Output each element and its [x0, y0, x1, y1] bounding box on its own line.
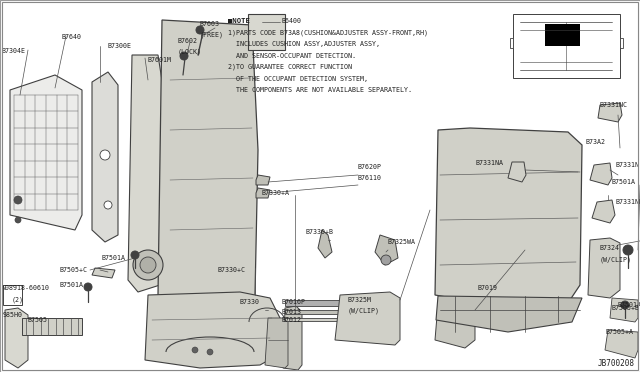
Polygon shape — [265, 318, 288, 368]
Polygon shape — [145, 292, 280, 368]
Text: B7603: B7603 — [200, 21, 220, 27]
Text: (FREE): (FREE) — [200, 32, 224, 38]
Polygon shape — [10, 75, 82, 230]
Text: 1)PARTS CODE B73A8(CUSHION&ADJUSTER ASSY-FRONT,RH): 1)PARTS CODE B73A8(CUSHION&ADJUSTER ASSY… — [228, 29, 428, 36]
Text: (LOCK): (LOCK) — [178, 49, 202, 55]
Text: B7325WA: B7325WA — [388, 239, 416, 245]
Polygon shape — [508, 162, 526, 182]
Text: B7331NB: B7331NB — [615, 199, 640, 205]
Polygon shape — [592, 200, 615, 223]
Polygon shape — [5, 308, 28, 368]
Text: B73A2: B73A2 — [585, 139, 605, 145]
Ellipse shape — [100, 150, 110, 160]
Bar — [285, 310, 375, 314]
Text: B76110: B76110 — [358, 175, 382, 181]
Polygon shape — [283, 306, 302, 370]
Polygon shape — [588, 238, 620, 298]
Text: B7505+A: B7505+A — [605, 329, 633, 335]
Ellipse shape — [15, 217, 21, 223]
Text: B7013: B7013 — [282, 309, 302, 315]
Text: B7330+B: B7330+B — [305, 229, 333, 235]
Text: N08918-60610: N08918-60610 — [2, 285, 50, 291]
Text: B7505+C: B7505+C — [60, 267, 88, 273]
Text: THE COMPONENTS ARE NOT AVAILABLE SEPARATELY.: THE COMPONENTS ARE NOT AVAILABLE SEPARAT… — [228, 87, 412, 93]
Text: B7330: B7330 — [240, 299, 260, 305]
Text: B7016P: B7016P — [282, 299, 306, 305]
Text: B7331N: B7331N — [615, 162, 639, 168]
Polygon shape — [128, 55, 170, 292]
Text: B7505: B7505 — [28, 317, 48, 323]
Polygon shape — [92, 72, 118, 242]
Text: B7324: B7324 — [600, 245, 620, 251]
Ellipse shape — [196, 26, 204, 34]
Ellipse shape — [14, 196, 22, 204]
Text: 985H0: 985H0 — [3, 312, 23, 318]
Ellipse shape — [131, 251, 139, 259]
Text: JB700208: JB700208 — [598, 359, 635, 369]
Text: B7325M: B7325M — [348, 297, 372, 303]
Text: B7640: B7640 — [62, 34, 82, 40]
Text: AND SENSOR-OCCUPANT DETECTION.: AND SENSOR-OCCUPANT DETECTION. — [228, 52, 356, 58]
Polygon shape — [610, 298, 638, 322]
Text: B7501A: B7501A — [102, 255, 126, 261]
Bar — [545, 24, 580, 46]
Polygon shape — [435, 128, 582, 308]
Ellipse shape — [381, 255, 391, 265]
Polygon shape — [318, 230, 332, 258]
Polygon shape — [513, 14, 620, 78]
Polygon shape — [435, 278, 475, 348]
Ellipse shape — [621, 301, 629, 309]
Text: INCLUDES CUSHION ASSY,ADJUSTER ASSY,: INCLUDES CUSHION ASSY,ADJUSTER ASSY, — [228, 41, 380, 47]
Ellipse shape — [623, 245, 633, 255]
Text: B7505+B: B7505+B — [612, 305, 640, 311]
Text: B6400: B6400 — [282, 18, 302, 24]
Polygon shape — [510, 38, 513, 48]
Polygon shape — [256, 188, 270, 198]
Text: 2)TO GUARANTEE CORRECT FUNCTION: 2)TO GUARANTEE CORRECT FUNCTION — [228, 64, 352, 71]
Polygon shape — [598, 103, 622, 122]
Text: B7330+C: B7330+C — [218, 267, 246, 273]
Polygon shape — [605, 330, 638, 358]
Text: B7602: B7602 — [178, 38, 198, 44]
Text: B7304E: B7304E — [2, 48, 26, 54]
Polygon shape — [375, 235, 398, 265]
Bar — [285, 300, 375, 306]
Polygon shape — [590, 163, 612, 185]
Bar — [285, 318, 373, 321]
Polygon shape — [3, 285, 22, 305]
Text: OF THE OCCUPANT DETECTION SYSTEM,: OF THE OCCUPANT DETECTION SYSTEM, — [228, 76, 368, 81]
Text: B7501A: B7501A — [60, 282, 84, 288]
Polygon shape — [92, 268, 115, 278]
Ellipse shape — [207, 349, 213, 355]
Ellipse shape — [104, 201, 112, 209]
Text: B7330+A: B7330+A — [262, 190, 290, 196]
Text: (W/CLIP): (W/CLIP) — [600, 257, 632, 263]
Polygon shape — [256, 175, 270, 185]
Text: (W/CLIP): (W/CLIP) — [348, 308, 380, 314]
Text: B7501A: B7501A — [618, 302, 640, 308]
Text: (2): (2) — [12, 297, 24, 303]
Text: B7331NC: B7331NC — [600, 102, 628, 108]
Polygon shape — [158, 20, 258, 308]
Text: B7501A: B7501A — [612, 179, 636, 185]
Text: B7601M: B7601M — [148, 57, 172, 63]
Text: B7331NA: B7331NA — [475, 160, 503, 166]
Ellipse shape — [140, 257, 156, 273]
Polygon shape — [620, 38, 623, 48]
Ellipse shape — [180, 52, 188, 60]
Polygon shape — [335, 292, 400, 345]
Text: ■NOTE: ■NOTE — [228, 18, 250, 24]
Polygon shape — [22, 318, 82, 335]
Text: B7012: B7012 — [282, 317, 302, 323]
Polygon shape — [248, 14, 285, 50]
Ellipse shape — [133, 250, 163, 280]
Ellipse shape — [192, 347, 198, 353]
Polygon shape — [436, 296, 582, 332]
Text: B7300E: B7300E — [108, 43, 132, 49]
Ellipse shape — [84, 283, 92, 291]
Text: B7019: B7019 — [478, 285, 498, 291]
Text: B7620P: B7620P — [358, 164, 382, 170]
